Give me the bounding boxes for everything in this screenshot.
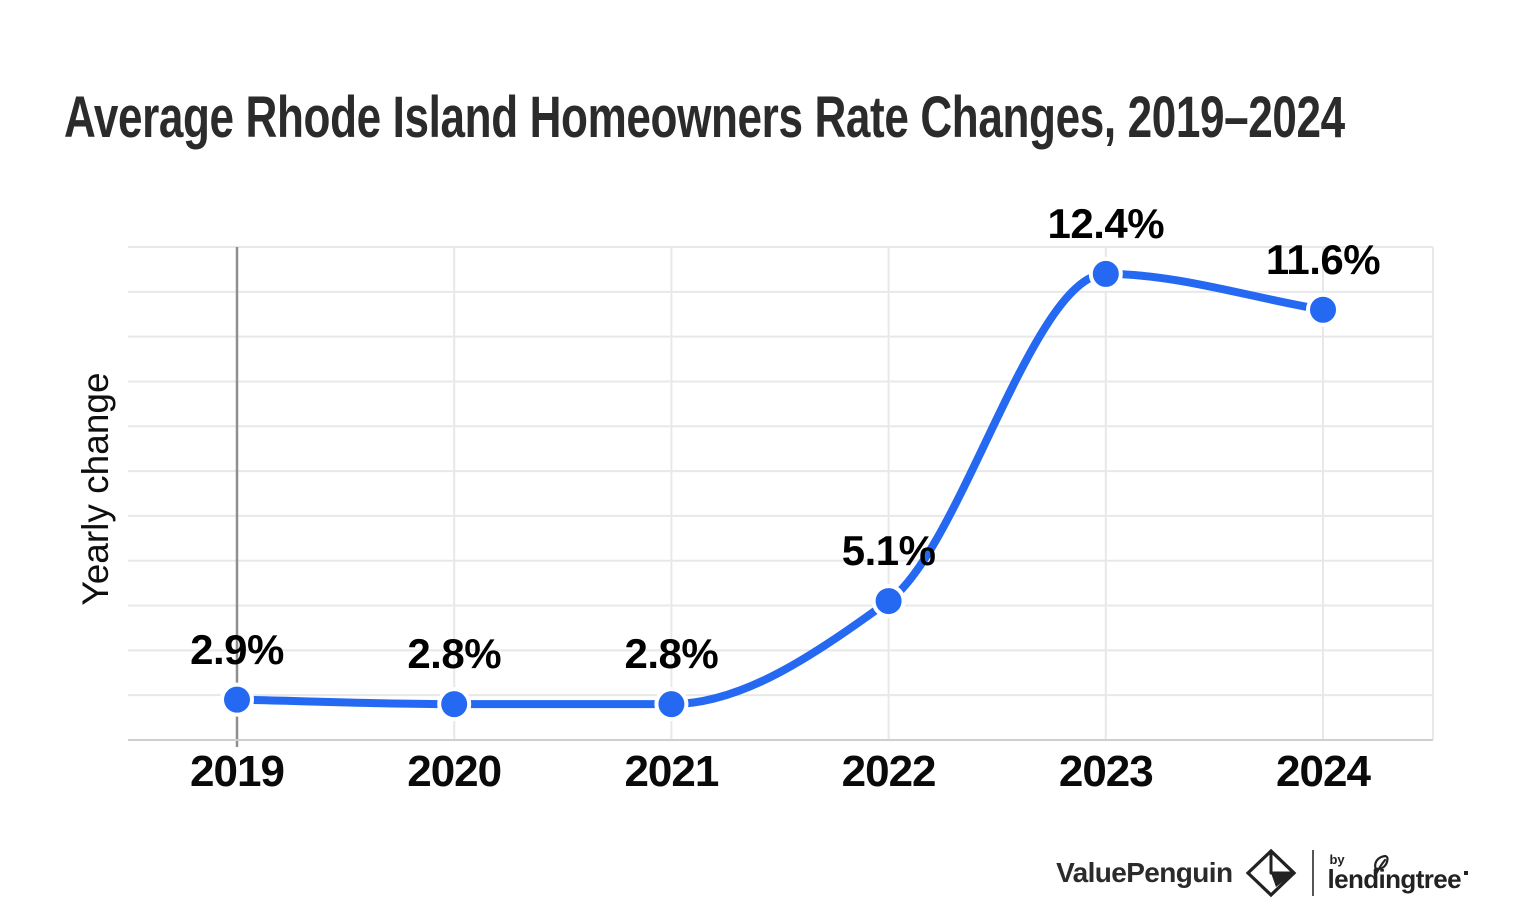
horizontal-gridlines [128,246,1433,741]
data-point [871,584,906,619]
leaf-icon [1373,854,1391,879]
chart-title: Average Rhode Island Homeowners Rate Cha… [64,85,1345,150]
data-point-label: 2.8% [407,630,502,678]
data-point [1088,256,1123,291]
by-label: by [1329,851,1345,867]
x-axis-tick-label: 2021 [624,747,719,796]
valuepenguin-wordmark: ValuePenguin [1056,857,1233,888]
series-line [233,269,1327,709]
data-point-label: 11.6% [1265,235,1381,283]
attribution-footer: ValuePenguin by lendingtree [1056,845,1468,901]
data-point [220,682,254,717]
x-axis-tick-label: 2024 [1276,747,1371,796]
x-axis-tick-label: 2020 [407,747,502,796]
data-point [1306,292,1340,327]
data-point-label: 2.9% [190,625,284,673]
data-point-label: 12.4% [1047,199,1165,247]
vertical-gridlines [453,247,1434,740]
trademark-dot [1464,870,1468,875]
data-point-label: 5.1% [841,527,936,575]
data-point [437,687,472,722]
x-axis-tick-label: 2022 [841,747,937,796]
valuepenguin-diamond-icon [1245,848,1299,898]
data-point-label: 2.8% [624,630,719,678]
x-axis-tick-label: 2019 [190,747,285,796]
lendingtree-wordmark: lendingtree [1327,863,1461,894]
data-point [654,687,689,722]
x-axis-tick-label: 2023 [1058,747,1154,796]
lendingtree-logo: by lendingtree [1327,853,1468,893]
footer-divider [1312,850,1315,896]
